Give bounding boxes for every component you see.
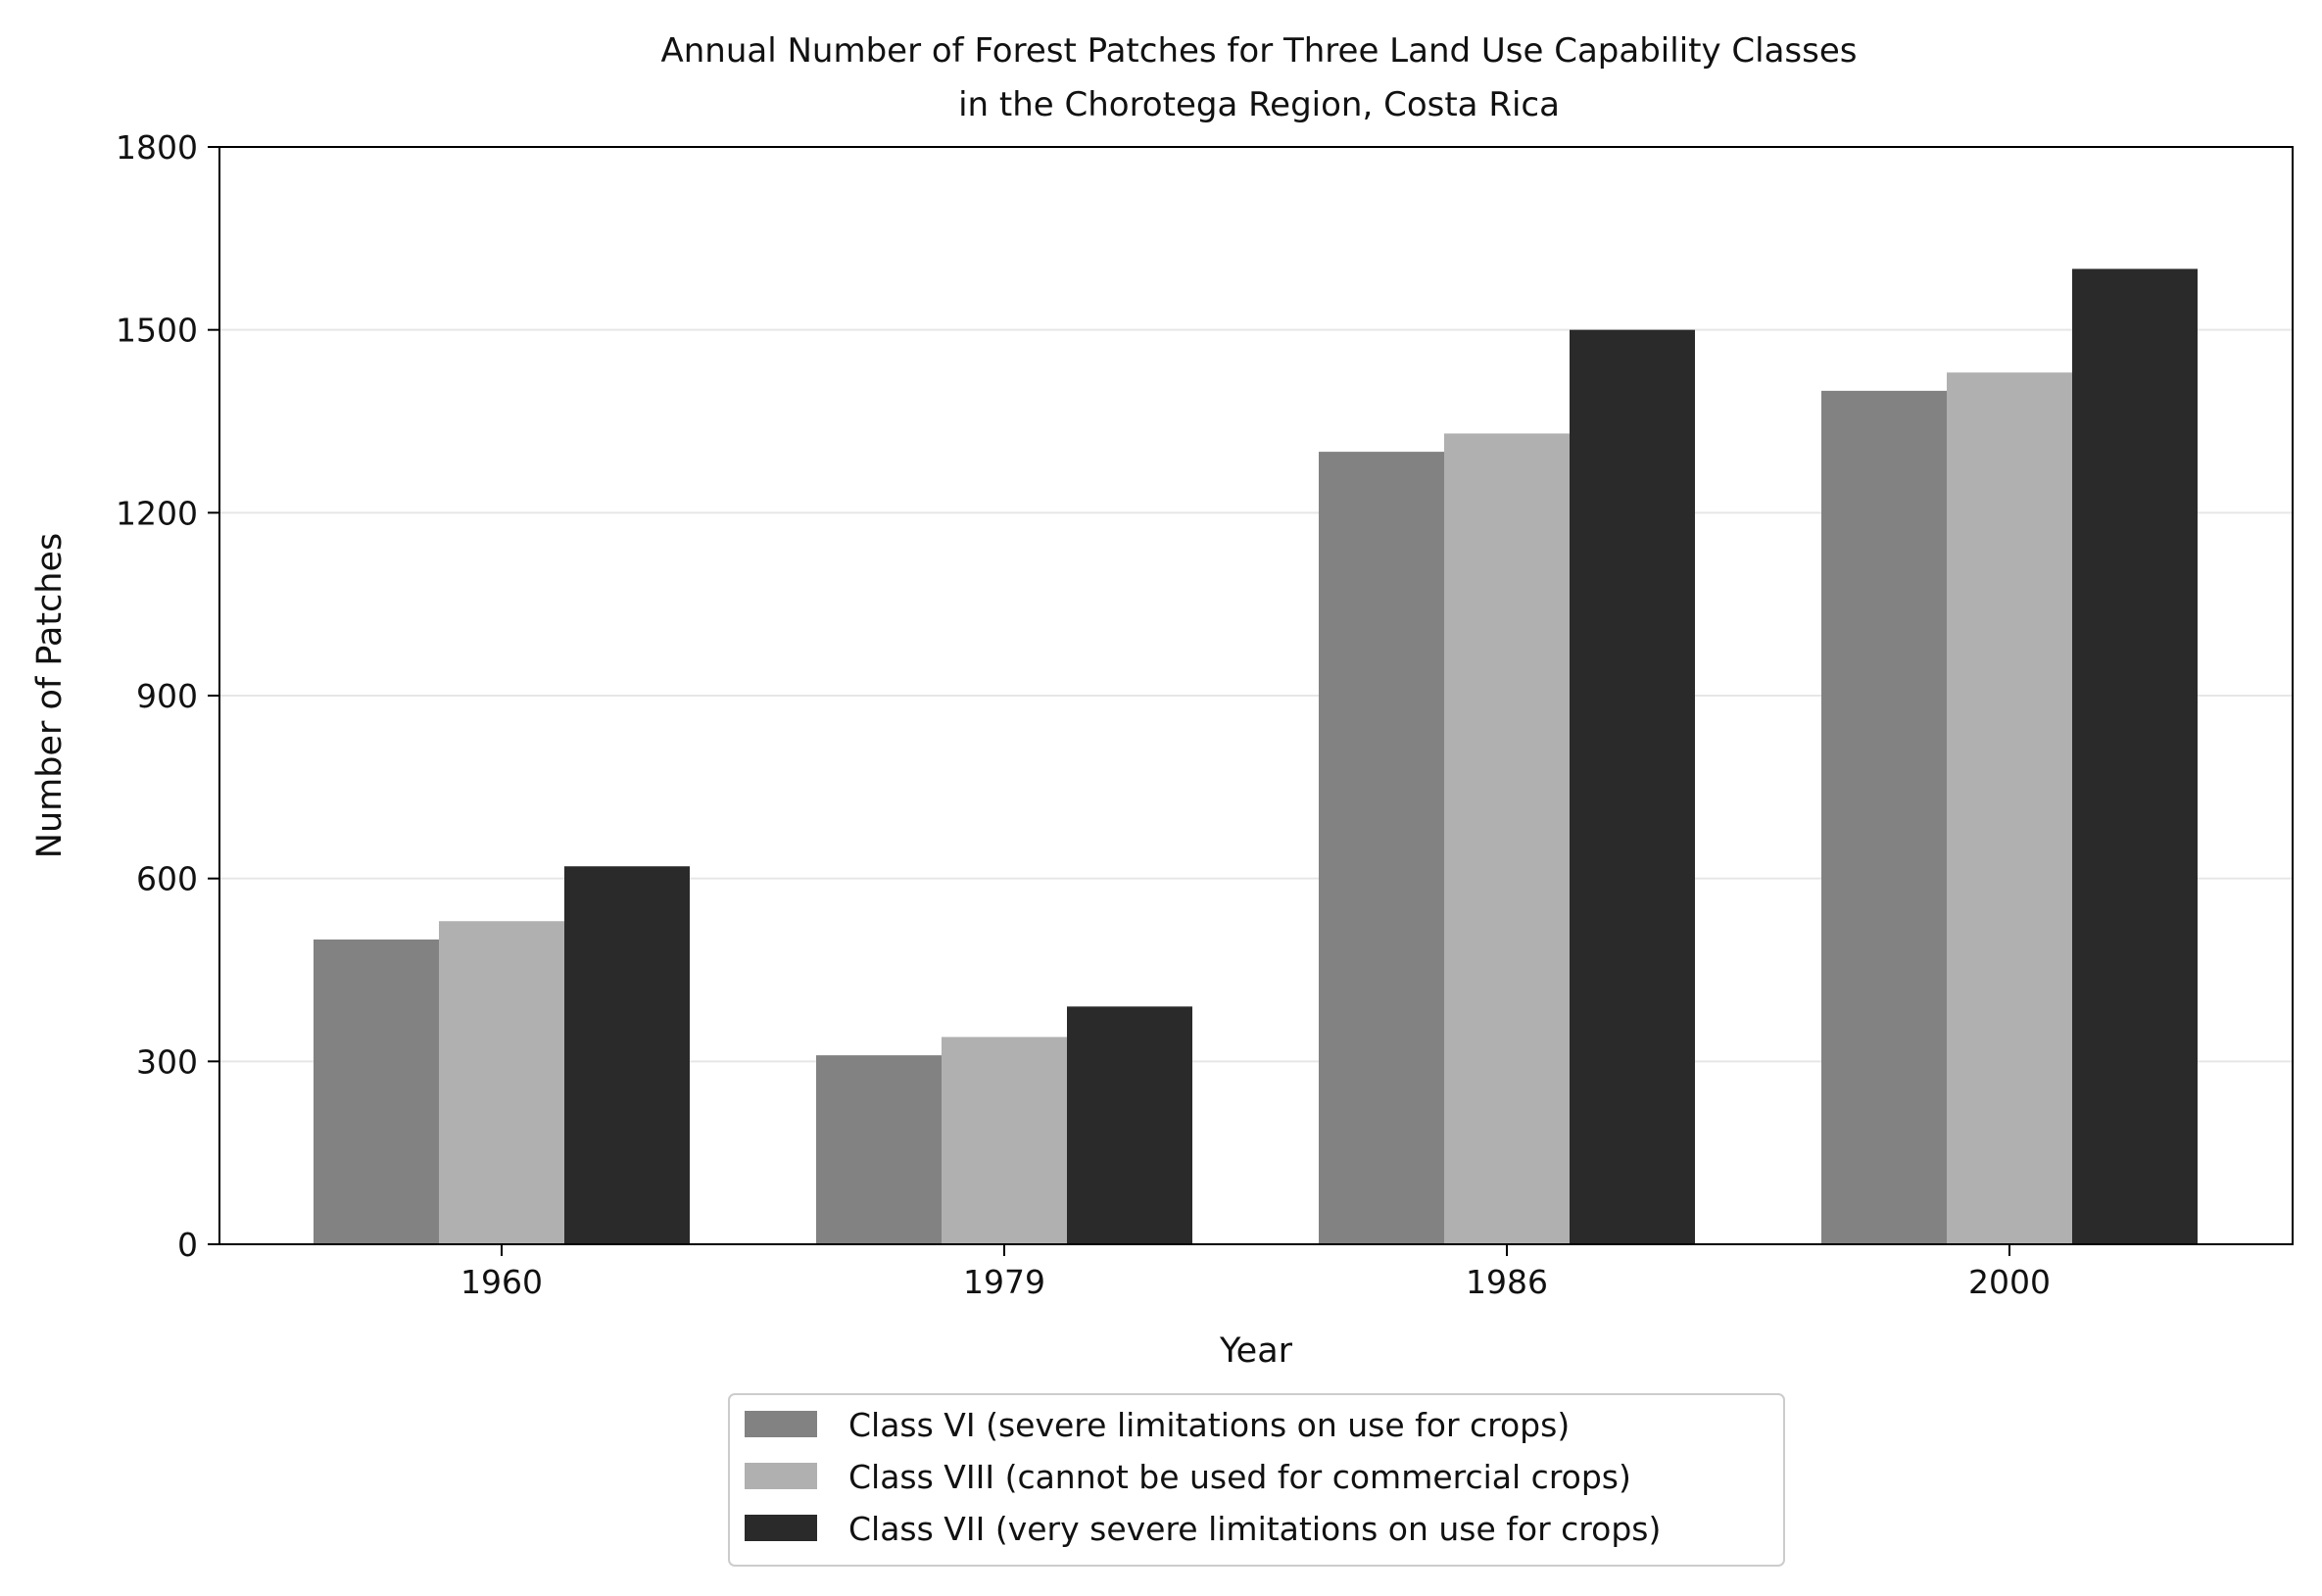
chart-title-line-1: Annual Number of Forest Patches for Thre… [661, 31, 1858, 71]
bar-1979-series-2 [942, 1037, 1067, 1244]
y-tick-label: 0 [177, 1226, 198, 1264]
legend-swatch-3 [745, 1515, 817, 1541]
y-tick-label: 300 [136, 1042, 198, 1081]
legend-label-3: Class VII (very severe limitations on us… [848, 1510, 1661, 1548]
legend: Class VI (severe limitations on use for … [728, 1393, 1785, 1567]
legend-label-1: Class VI (severe limitations on use for … [848, 1406, 1570, 1444]
y-tick-label: 1200 [116, 494, 198, 532]
legend-swatch-1 [745, 1411, 817, 1437]
bar-1986-series-1 [1319, 452, 1444, 1245]
bars [314, 268, 2198, 1245]
x-tick-label: 2000 [1968, 1263, 2051, 1301]
y-tick-label: 900 [136, 677, 198, 715]
bar-1986-series-2 [1444, 433, 1570, 1244]
bar-1960-series-2 [439, 921, 564, 1244]
x-tick-label: 1960 [460, 1263, 543, 1301]
y-tick-label: 1500 [116, 312, 198, 350]
x-tick-label: 1979 [963, 1263, 1045, 1301]
legend-swatch-2 [745, 1463, 817, 1489]
x-tick-label: 1986 [1466, 1263, 1548, 1301]
bar-2000-series-1 [1821, 390, 1947, 1244]
bar-2000-series-3 [2072, 268, 2198, 1244]
bar-1960-series-1 [314, 939, 439, 1244]
x-axis: 1960 1979 1986 2000 [460, 1244, 2051, 1301]
x-axis-label: Year [1219, 1331, 1293, 1371]
bar-1979-series-3 [1067, 1006, 1192, 1244]
y-tick-label: 600 [136, 860, 198, 898]
legend-box [728, 1393, 1785, 1567]
bar-1960-series-3 [564, 866, 690, 1244]
bar-1979-series-1 [816, 1055, 942, 1244]
y-axis-label: Number of Patches [30, 533, 70, 858]
chart-title-line-2: in the Chorotega Region, Costa Rica [958, 85, 1560, 124]
y-tick-label: 1800 [116, 128, 198, 167]
legend-label-2: Class VIII (cannot be used for commercia… [848, 1458, 1631, 1496]
bar-2000-series-2 [1947, 372, 2072, 1244]
y-axis: 0 300 600 900 1200 1500 1800 [116, 128, 219, 1264]
bar-1986-series-3 [1570, 329, 1695, 1245]
